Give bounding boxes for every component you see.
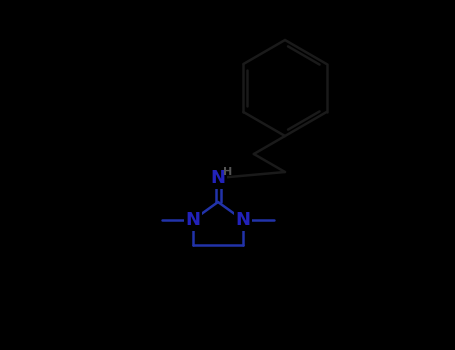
Text: H: H (223, 167, 233, 177)
Text: N: N (186, 211, 201, 229)
Text: N: N (236, 211, 251, 229)
Text: N: N (211, 169, 226, 187)
